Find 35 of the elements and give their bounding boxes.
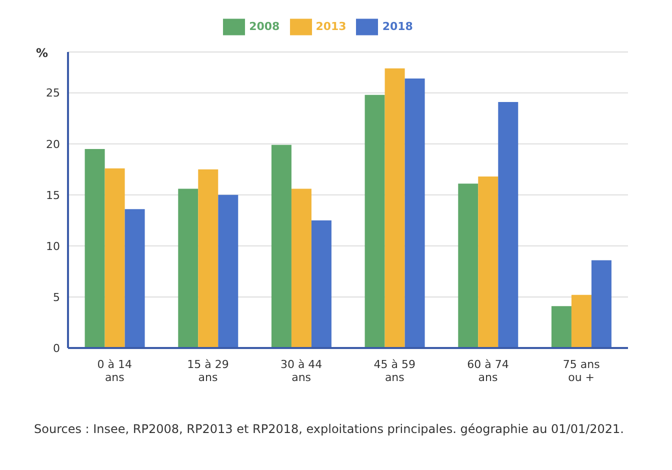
x-tick-label: 45 à 59 ans <box>374 358 416 384</box>
y-axis-title: % <box>36 46 48 60</box>
legend-label: 2008 <box>249 20 280 34</box>
bar <box>551 306 572 348</box>
bar <box>311 220 332 348</box>
y-tick-label: 25 <box>46 86 60 100</box>
y-tick-label: 0 <box>53 342 60 355</box>
bar <box>364 94 385 348</box>
bar <box>591 260 612 348</box>
x-tick-label: 15 à 29 ans <box>187 358 229 384</box>
bar <box>178 188 198 348</box>
bar <box>198 169 218 348</box>
bar <box>104 168 125 348</box>
y-tick-label: 15 <box>46 188 60 202</box>
bar <box>124 209 145 348</box>
bar <box>271 144 292 348</box>
source-note: Sources : Insee, RP2008, RP2013 et RP2018, exploitations principales. géographie au 01/01/2021. <box>33 421 625 436</box>
x-tick-label: 60 à 74 ans <box>467 358 509 384</box>
bar <box>384 68 405 348</box>
bar <box>84 148 105 348</box>
legend-label: 2013 <box>316 20 346 34</box>
y-tick-label: 10 <box>46 240 60 253</box>
y-tick-label: 5 <box>53 290 60 304</box>
bar <box>498 102 518 348</box>
bar <box>478 176 498 348</box>
x-tick-label: 30 à 44 ans <box>280 358 322 384</box>
bar <box>291 188 312 348</box>
y-tick-label: 20 <box>46 138 60 151</box>
legend-label: 2018 <box>382 20 413 34</box>
x-tick-label: 75 ans ou + <box>562 358 600 384</box>
bar <box>218 194 238 348</box>
bar <box>404 78 425 348</box>
x-tick-label: 0 à 14 ans <box>97 358 132 384</box>
bar <box>571 294 592 348</box>
bar <box>458 184 478 348</box>
